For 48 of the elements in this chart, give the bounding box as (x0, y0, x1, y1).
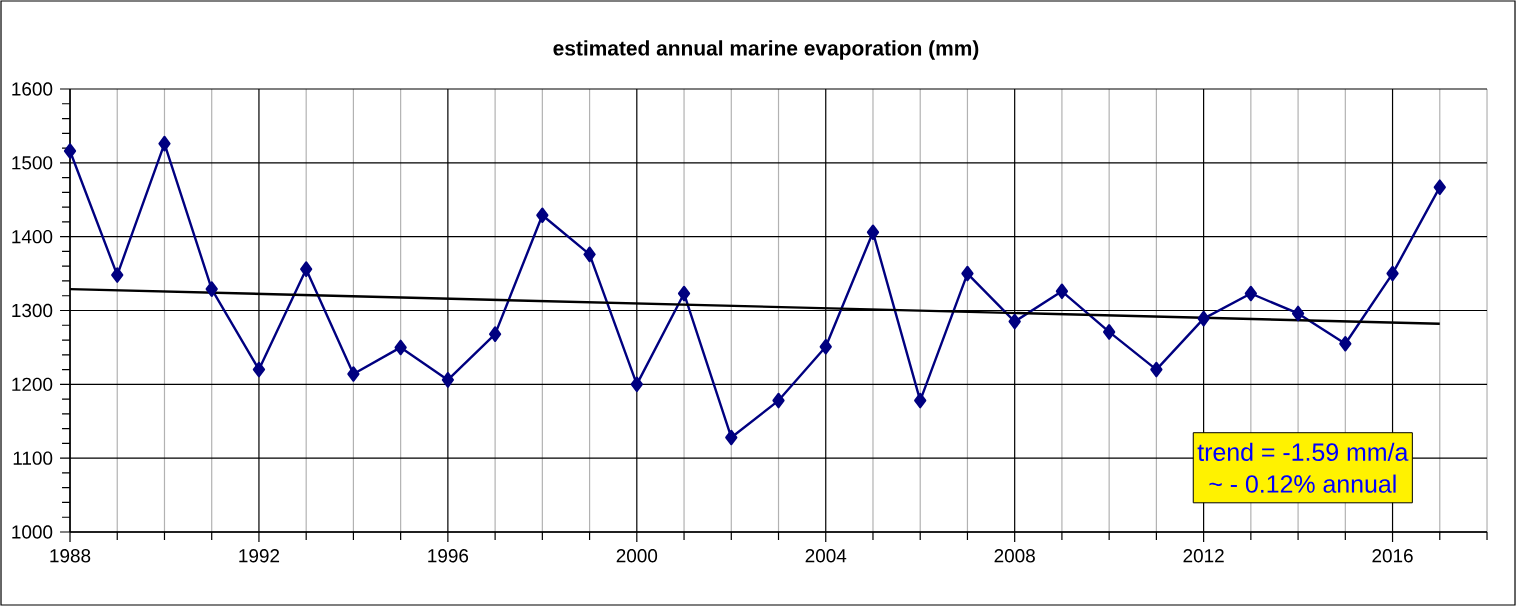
point (205, 281, 218, 297)
y-tick-label: 1500 (12, 156, 53, 170)
point (677, 285, 691, 302)
point (441, 372, 455, 388)
point (1291, 305, 1305, 322)
point (394, 339, 407, 356)
point (1197, 310, 1210, 327)
x-tick-label: 1988 (50, 549, 91, 563)
point (111, 267, 124, 283)
point (1103, 324, 1116, 340)
point (630, 376, 643, 393)
point (1433, 179, 1446, 195)
point (1008, 313, 1021, 330)
y-tick-label: 1200 (12, 377, 53, 392)
x-tick-label: 1992 (239, 549, 280, 563)
point (1150, 361, 1163, 378)
x-tick-label: 2012 (1183, 549, 1224, 563)
x-tick-label: 2000 (616, 549, 658, 563)
x-tick-label: 2004 (805, 549, 847, 563)
x-tick-label: 2016 (1372, 549, 1413, 563)
y-tick-label: 1100 (13, 451, 53, 465)
point (1244, 285, 1257, 302)
x-tick-label: 1996 (428, 549, 469, 563)
point (158, 135, 171, 152)
point (1055, 283, 1069, 300)
point (1386, 265, 1399, 282)
point (583, 246, 596, 263)
point (961, 265, 974, 282)
y-tick-label: 1000 (12, 525, 53, 539)
point (819, 338, 832, 355)
y-tick-label: 1300 (12, 303, 53, 318)
y-tick-label: 1400 (12, 229, 53, 244)
point (725, 429, 738, 446)
chart-title: estimated annual marine evaporation (mm) (553, 40, 979, 60)
point (488, 326, 502, 342)
point (536, 207, 549, 224)
annotation: trend = -1.59 mm/a (1197, 442, 1409, 461)
point (300, 261, 313, 277)
x-tick-label: 2008 (994, 549, 1035, 563)
annotation: ~ - 0.12% annual (1209, 474, 1396, 493)
point (347, 366, 360, 382)
point (866, 224, 880, 241)
point (252, 361, 266, 378)
point (772, 392, 785, 409)
point (63, 143, 77, 159)
y-tick-label: 1600 (12, 82, 53, 96)
point (914, 392, 927, 409)
point (1339, 335, 1352, 352)
